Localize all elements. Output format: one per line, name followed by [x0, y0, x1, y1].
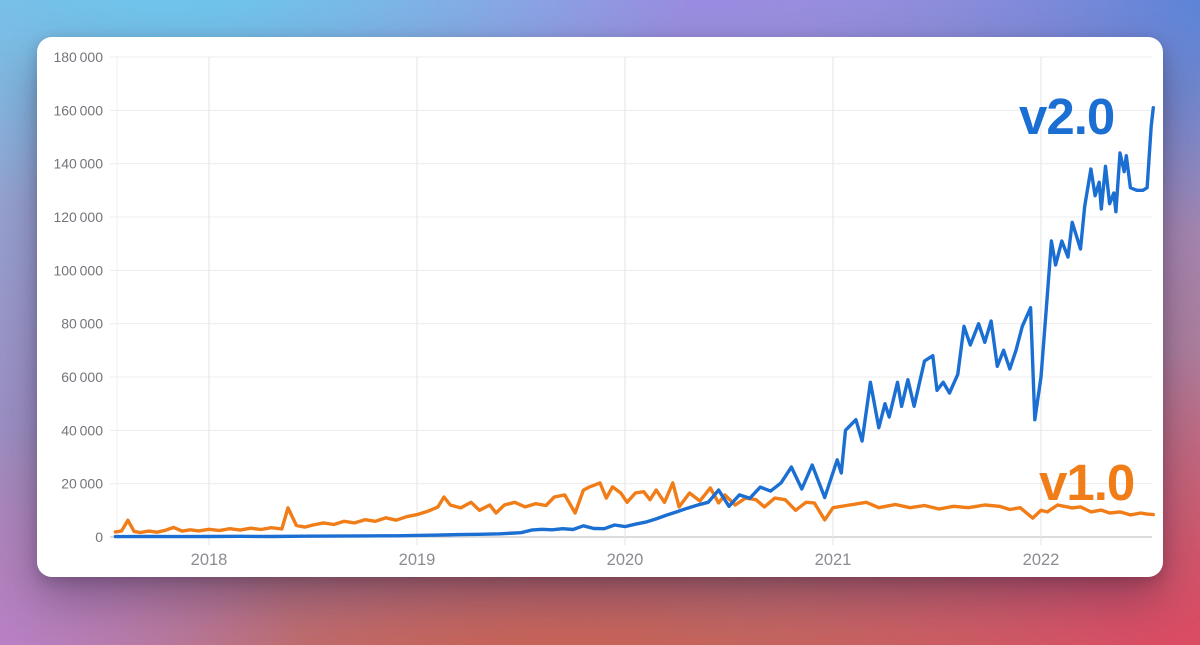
x-axis-tick-labels: 2018 2019 2020 2021 2022 — [191, 551, 1060, 569]
chart-card: 0 20 000 40 000 60 000 80 000 100 000 120 000 1… — [37, 37, 1163, 577]
svg-text:40 000: 40 000 — [61, 422, 103, 438]
data-series-lines — [113, 106, 1155, 539]
svg-text:2019: 2019 — [399, 551, 436, 569]
svg-text:180 000: 180 000 — [53, 49, 103, 65]
svg-text:100 000: 100 000 — [53, 262, 103, 278]
series-label-v2: v2.0 — [1019, 88, 1115, 145]
svg-text:160 000: 160 000 — [53, 102, 103, 118]
x-gridlines — [116, 57, 1042, 545]
y-axis-tick-labels: 0 20 000 40 000 60 000 80 000 100 000 120 000 1… — [53, 49, 103, 545]
svg-text:2018: 2018 — [191, 551, 228, 569]
svg-text:2021: 2021 — [815, 551, 852, 569]
svg-text:2020: 2020 — [607, 551, 644, 569]
svg-text:120 000: 120 000 — [53, 209, 103, 225]
svg-text:0: 0 — [95, 529, 103, 545]
y-gridlines — [110, 56, 1152, 538]
svg-text:60 000: 60 000 — [61, 369, 103, 385]
svg-text:140 000: 140 000 — [53, 156, 103, 172]
svg-text:20 000: 20 000 — [61, 476, 103, 492]
line-chart: 0 20 000 40 000 60 000 80 000 100 000 120 000 1… — [53, 49, 1155, 569]
svg-text:2022: 2022 — [1023, 551, 1060, 569]
series-label-v1: v1.0 — [1039, 454, 1135, 511]
svg-text:80 000: 80 000 — [61, 316, 103, 332]
